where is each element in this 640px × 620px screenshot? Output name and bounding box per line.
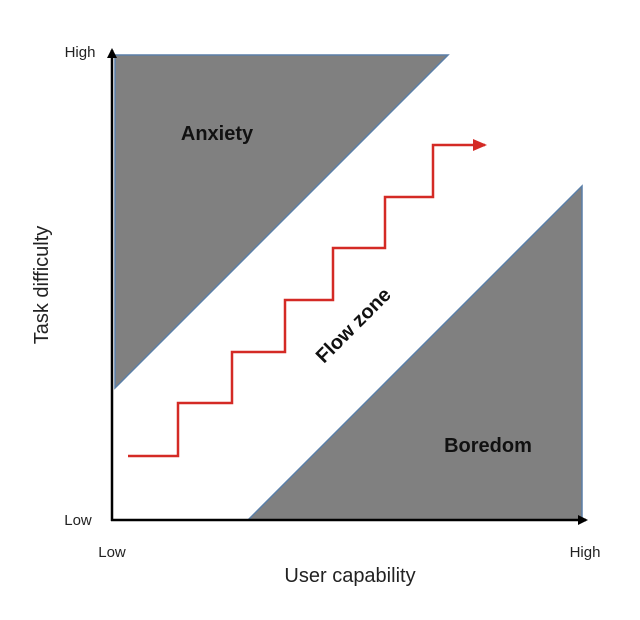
x-high-label: High: [570, 544, 601, 561]
y-low-label: Low: [64, 512, 92, 529]
x-axis-title: User capability: [284, 565, 415, 587]
y-high-label: High: [65, 44, 96, 61]
boredom-label: Boredom: [444, 435, 532, 457]
boredom-region: [246, 184, 583, 521]
progress-staircase: [128, 139, 487, 458]
flow-zone-label: Flow zone: [312, 284, 396, 368]
anxiety-region: [114, 54, 450, 390]
y-axis-title: Task difficulty: [31, 226, 53, 345]
anxiety-label: Anxiety: [181, 123, 254, 145]
x-low-label: Low: [98, 544, 126, 561]
